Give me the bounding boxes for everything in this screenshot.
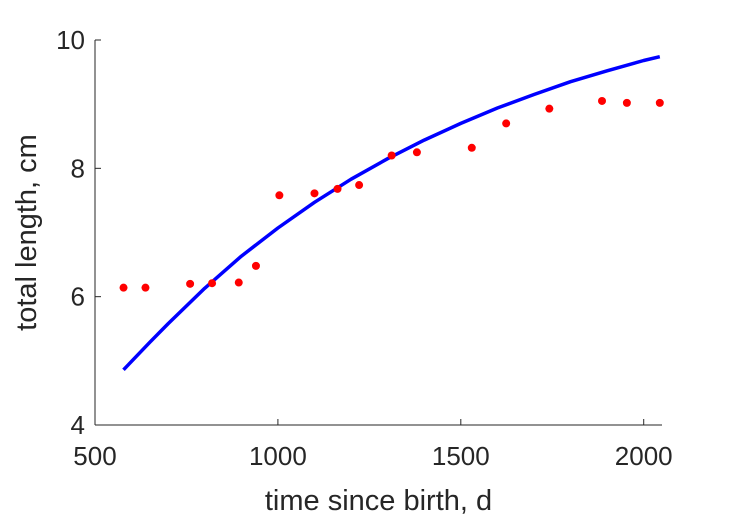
y-tick-label: 8: [71, 153, 85, 183]
x-tick-label: 500: [73, 441, 116, 471]
data-points: [119, 96, 664, 292]
y-tick-label: 10: [56, 25, 85, 55]
y-tick-label: 4: [71, 410, 85, 440]
data-point: [655, 98, 664, 107]
data-point: [310, 189, 319, 198]
data-point: [502, 119, 511, 128]
data-point: [598, 96, 607, 105]
x-tick-label: 1500: [432, 441, 490, 471]
data-point: [622, 98, 631, 107]
data-point: [251, 261, 260, 270]
data-point: [333, 184, 342, 193]
data-point: [387, 151, 396, 160]
data-point: [412, 148, 421, 157]
data-point: [467, 143, 476, 152]
x-axis-label: time since birth, d: [265, 485, 492, 517]
data-point: [275, 191, 284, 200]
data-point: [141, 283, 150, 292]
x-tick-label: 1000: [249, 441, 307, 471]
data-point: [119, 283, 128, 292]
y-tick-label: 6: [71, 282, 85, 312]
x-tick-label: 2000: [615, 441, 673, 471]
data-point: [208, 279, 217, 288]
data-point: [234, 278, 243, 287]
fitted-curves: [122, 54, 661, 372]
axes: [94, 39, 662, 426]
y-axis-label: total length, cm: [11, 134, 43, 331]
data-point: [355, 181, 364, 190]
data-point: [545, 104, 554, 113]
fitted-curve: [122, 54, 661, 372]
data-point: [186, 279, 195, 288]
tick-labels: 500 1000 1500 2000 4 6 8 10: [56, 25, 673, 471]
